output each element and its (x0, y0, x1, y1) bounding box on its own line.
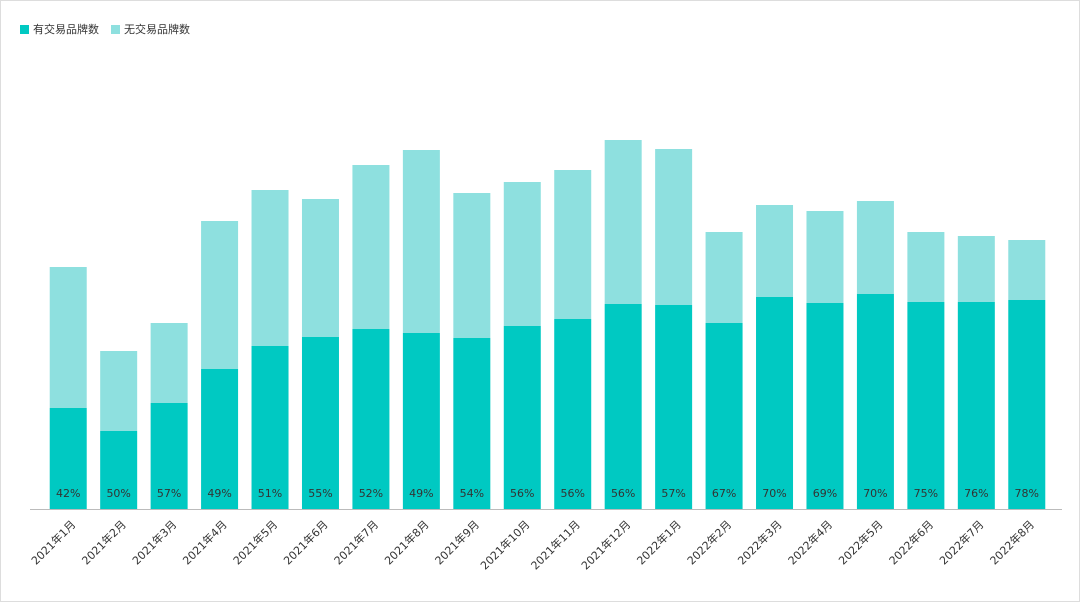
share-label: 70% (863, 487, 887, 500)
bar-segment (100, 431, 138, 509)
bar-segment (705, 323, 743, 509)
bar-segment (352, 165, 390, 329)
bar-segment (402, 333, 440, 509)
bar-segment (150, 403, 188, 509)
bar-segment (806, 303, 844, 509)
share-label: 50% (106, 487, 130, 500)
bar-segment (251, 190, 289, 346)
share-label: 70% (762, 487, 786, 500)
share-label: 67% (712, 487, 736, 500)
share-label: 76% (964, 487, 988, 500)
bar-segment (301, 337, 339, 509)
share-label: 52% (359, 487, 383, 500)
share-label: 56% (611, 487, 635, 500)
bar-segment (806, 211, 844, 303)
bar-segment (604, 304, 642, 509)
legend-swatch (111, 25, 120, 34)
bar-segment (1008, 240, 1046, 300)
legend-label: 无交易品牌数 (124, 22, 190, 36)
share-label: 56% (560, 487, 584, 500)
bar-segment (503, 182, 541, 326)
bar-segment (957, 236, 995, 302)
bar-segment (856, 201, 894, 294)
bar-segment (856, 294, 894, 509)
share-label: 78% (1015, 487, 1039, 500)
bar-segment (201, 369, 239, 509)
legend-label: 有交易品牌数 (33, 22, 99, 36)
bar-segment (1008, 300, 1046, 509)
bar-segment (907, 302, 945, 509)
bar-segment (201, 221, 239, 369)
bar-segment (100, 351, 138, 431)
share-label: 56% (510, 487, 534, 500)
bar-segment (49, 408, 87, 509)
share-label: 57% (661, 487, 685, 500)
bar-segment (301, 199, 339, 337)
share-label: 54% (460, 487, 484, 500)
bar-segment (756, 205, 794, 297)
bar-segment (503, 326, 541, 509)
bar-segment (705, 232, 743, 323)
share-label: 57% (157, 487, 181, 500)
bar-segment (756, 297, 794, 509)
bar-segment (150, 323, 188, 403)
legend-swatch (20, 25, 29, 34)
bar-segment (655, 149, 693, 305)
bar-segment (907, 232, 945, 302)
bar-segment (352, 329, 390, 509)
bar-segment (604, 140, 642, 304)
bar-segment (402, 150, 440, 333)
share-label: 51% (258, 487, 282, 500)
bar-segment (957, 302, 995, 509)
share-label: 55% (308, 487, 332, 500)
bar-segment (251, 346, 289, 509)
share-label: 69% (813, 487, 837, 500)
share-label: 42% (56, 487, 80, 500)
share-label: 75% (914, 487, 938, 500)
bar-segment (655, 305, 693, 509)
share-label: 49% (207, 487, 231, 500)
share-label: 49% (409, 487, 433, 500)
bar-segment (554, 170, 592, 319)
bar-segment (453, 338, 491, 509)
bar-segment (49, 267, 87, 408)
bar-segment (453, 193, 491, 338)
bar-segment (554, 319, 592, 509)
